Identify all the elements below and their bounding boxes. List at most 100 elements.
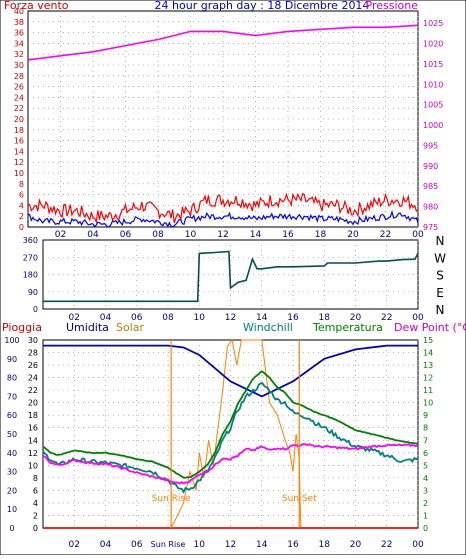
x-tick-label: 12	[225, 313, 236, 323]
x-tick-label: 12	[225, 540, 236, 550]
series-solar	[43, 338, 418, 529]
left-tick-label: 40	[14, 7, 24, 16]
temperature-tick-label: 1	[423, 511, 428, 520]
temperature-tick-label: 15	[423, 336, 433, 345]
legend-4: Temperatura	[312, 321, 383, 334]
temperature-tick-label: 6	[423, 449, 428, 458]
left-tick-label: 26	[14, 83, 24, 92]
direction-tick-label: 0	[33, 305, 38, 314]
left-tick-label: 10	[14, 169, 24, 178]
left-tick-label: 0	[19, 223, 24, 232]
series-gust	[27, 192, 419, 225]
series-wind	[27, 209, 419, 228]
humidity-tick-label: 20	[7, 486, 17, 495]
left-tick-label: 14	[14, 147, 24, 156]
x-tick-label: 00	[412, 313, 424, 323]
x-tick-label: 16	[287, 540, 299, 550]
humidity-tick-label: 10	[7, 505, 17, 514]
temperature-tick-label: 3	[423, 486, 428, 495]
series-windchill	[42, 381, 419, 494]
left-tick-label: 8	[19, 180, 24, 189]
left-tick-label: 36	[14, 29, 24, 38]
x-tick-label: 16	[287, 313, 299, 323]
x-tick-label: 10	[185, 230, 197, 240]
temperature-tick-label: 14	[423, 349, 433, 358]
chart-title: 24 hour graph day : 18 Dicembre 2014	[155, 0, 370, 12]
temperature-tick-label: 4	[423, 474, 428, 483]
wind-speed-label: Forza vento	[4, 0, 69, 12]
compass-label: S	[436, 269, 444, 283]
left-tick-label: 20	[14, 115, 24, 124]
solar-tick-label: 30	[28, 336, 38, 345]
temperature-tick-label: 13	[423, 361, 433, 370]
solar-tick-label: 16	[28, 424, 38, 433]
left-tick-label: 18	[14, 126, 24, 135]
temperature-tick-label: 0	[423, 524, 428, 533]
left-tick-label: 32	[14, 50, 24, 59]
left-tick-label: 16	[14, 137, 24, 146]
right-tick-label: 1015	[423, 60, 443, 69]
humidity-tick-label: 90	[7, 355, 17, 364]
solar-tick-label: 12	[28, 449, 38, 458]
direction-tick-label: 180	[23, 271, 38, 280]
x-tick-label: 10	[194, 313, 206, 323]
left-tick-label: 34	[14, 39, 24, 48]
left-tick-label: 22	[14, 104, 24, 113]
x-tick-label: 10	[194, 540, 206, 550]
right-tick-label: 985	[423, 182, 438, 191]
humidity-tick-label: 30	[7, 468, 17, 477]
temperature-tick-label: 5	[423, 461, 428, 470]
direction-tick-label: 360	[23, 236, 38, 245]
left-tick-label: 6	[19, 191, 24, 200]
right-tick-label: 995	[423, 141, 438, 150]
x-tick-label: 20	[347, 230, 359, 240]
series-pressure	[27, 24, 419, 61]
x-tick-label: 02	[69, 313, 80, 323]
direction-tick-label: 90	[28, 288, 38, 297]
x-tick-label: 22	[381, 313, 392, 323]
x-tick-label: 14	[250, 230, 262, 240]
solar-tick-label: 26	[28, 361, 38, 370]
x-tick-label: 22	[381, 540, 392, 550]
series-humidity	[43, 344, 418, 398]
solar-tick-label: 28	[28, 349, 38, 358]
solar-tick-label: 24	[28, 374, 38, 383]
right-tick-label: 975	[423, 223, 438, 232]
solar-tick-label: 2	[33, 511, 38, 520]
temperature-tick-label: 2	[423, 499, 428, 508]
humidity-tick-label: 80	[7, 374, 17, 383]
temperature-tick-label: 12	[423, 374, 433, 383]
x-tick-label: 08	[162, 313, 174, 323]
x-tick-label: Sun Rise	[151, 540, 186, 549]
x-tick-label: 20	[350, 313, 362, 323]
legend-5: Dew Point (°C)	[394, 321, 466, 334]
series-temperature	[42, 370, 419, 479]
x-tick-label: 06	[131, 540, 143, 550]
direction-tick-label: 270	[23, 253, 38, 262]
left-tick-label: 38	[14, 18, 24, 27]
humidity-tick-label: 60	[7, 411, 17, 420]
humidity-tick-label: 100	[4, 336, 19, 345]
x-tick-label: 18	[319, 313, 331, 323]
x-tick-label: 14	[256, 313, 268, 323]
x-tick-label: 02	[55, 230, 66, 240]
humidity-tick-label: 70	[7, 392, 17, 401]
humidity-tick-label: 50	[7, 430, 17, 439]
humidity-tick-label: 40	[7, 449, 17, 458]
solar-tick-label: 10	[28, 461, 38, 470]
left-tick-label: 4	[19, 201, 24, 210]
x-tick-label: 02	[69, 540, 80, 550]
right-tick-label: 1020	[423, 40, 443, 49]
x-tick-label: 00	[412, 540, 424, 550]
left-tick-label: 2	[19, 212, 24, 221]
compass-label: N	[436, 234, 445, 248]
x-tick-label: 04	[100, 540, 112, 550]
legend-3: Windchill	[243, 321, 293, 334]
right-tick-label: 980	[423, 203, 438, 212]
compass-label: W	[434, 251, 446, 265]
temperature-tick-label: 7	[423, 436, 428, 445]
left-tick-label: 12	[14, 158, 24, 167]
x-tick-label: 18	[319, 540, 331, 550]
series-dewpoint	[42, 443, 419, 485]
